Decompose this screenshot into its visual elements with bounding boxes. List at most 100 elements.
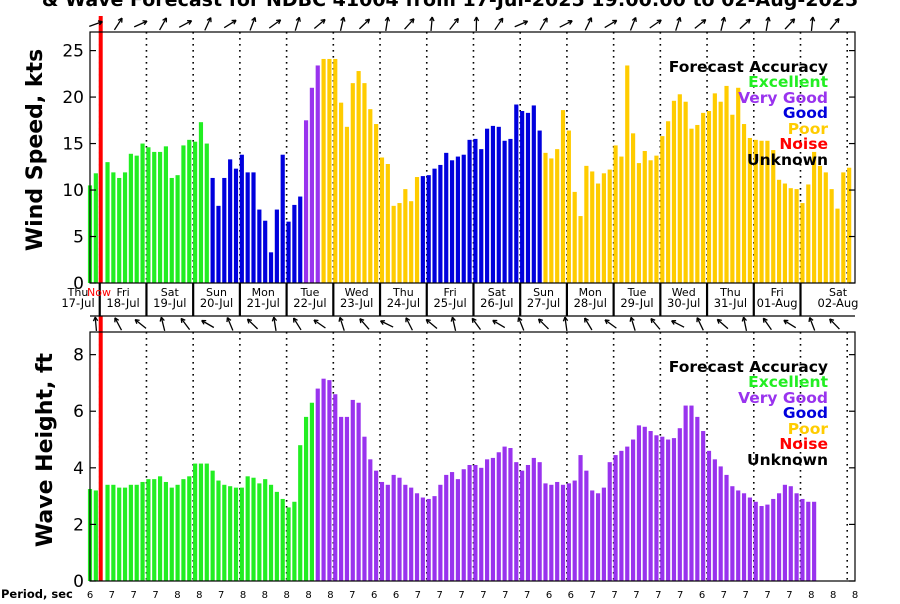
data-bar bbox=[795, 189, 799, 283]
data-bar bbox=[216, 481, 220, 581]
direction-arrow bbox=[721, 17, 726, 31]
period-value: 7 bbox=[764, 590, 770, 600]
data-bar bbox=[783, 184, 787, 283]
data-bar bbox=[485, 129, 489, 283]
data-bar bbox=[695, 417, 699, 581]
period-value: 7 bbox=[415, 590, 421, 600]
data-bar bbox=[789, 486, 793, 581]
data-bar bbox=[158, 152, 162, 283]
date-label: 18-Jul bbox=[106, 296, 139, 310]
data-bar bbox=[590, 171, 594, 283]
data-bar bbox=[561, 485, 565, 581]
data-bar bbox=[467, 465, 471, 581]
data-bar bbox=[123, 488, 127, 581]
data-bar bbox=[602, 173, 606, 283]
wind-y-axis-label: Wind Speed, kts bbox=[23, 49, 48, 251]
data-bar bbox=[403, 485, 407, 581]
data-bar bbox=[269, 485, 273, 581]
date-label: 30-Jul bbox=[667, 296, 700, 310]
data-bar bbox=[170, 178, 174, 283]
data-bar bbox=[584, 166, 588, 283]
data-bar bbox=[357, 71, 361, 283]
data-bar bbox=[812, 152, 816, 283]
data-bar bbox=[257, 483, 261, 581]
data-bar bbox=[847, 168, 851, 283]
direction-arrow bbox=[585, 318, 592, 330]
y-tick-label: 20 bbox=[62, 88, 84, 108]
data-bar bbox=[450, 472, 454, 581]
data-bar bbox=[643, 151, 647, 283]
direction-arrow bbox=[784, 320, 796, 327]
data-bar bbox=[333, 59, 337, 283]
data-bar bbox=[94, 490, 98, 581]
data-bar bbox=[619, 451, 623, 581]
data-bar bbox=[684, 102, 688, 283]
data-bar bbox=[462, 155, 466, 283]
data-bar bbox=[631, 440, 635, 581]
data-bar bbox=[187, 140, 191, 283]
data-bar bbox=[263, 221, 267, 283]
data-bar bbox=[380, 482, 384, 581]
direction-arrow bbox=[205, 18, 211, 31]
data-bar bbox=[409, 201, 413, 283]
direction-arrow bbox=[742, 317, 746, 331]
period-label: Period, sec bbox=[1, 587, 73, 600]
direction-arrow bbox=[785, 19, 795, 29]
data-bar bbox=[526, 113, 530, 283]
period-value: 6 bbox=[393, 590, 399, 600]
data-bar bbox=[584, 471, 588, 581]
data-bar bbox=[742, 493, 746, 581]
data-bar bbox=[719, 102, 723, 283]
data-bar bbox=[666, 121, 670, 283]
data-bar bbox=[240, 488, 244, 581]
data-bar bbox=[754, 502, 758, 581]
data-bar bbox=[514, 462, 518, 581]
period-value: 7 bbox=[131, 590, 137, 600]
data-bar bbox=[637, 163, 641, 283]
data-bar bbox=[806, 502, 810, 581]
direction-arrow bbox=[160, 18, 167, 30]
date-label: 28-Jul bbox=[574, 296, 607, 310]
period-value: 7 bbox=[109, 590, 115, 600]
data-bar bbox=[421, 498, 425, 581]
data-bar bbox=[689, 129, 693, 283]
data-bar bbox=[251, 172, 255, 283]
data-bar bbox=[292, 205, 296, 283]
direction-arrow bbox=[810, 17, 814, 31]
data-bar bbox=[205, 144, 209, 283]
data-bar bbox=[748, 498, 752, 581]
data-bar bbox=[549, 485, 553, 581]
data-bar bbox=[368, 109, 372, 283]
date-label: 23-Jul bbox=[340, 296, 373, 310]
period-value: 6 bbox=[699, 590, 705, 600]
data-bar bbox=[105, 485, 109, 581]
data-bar bbox=[520, 111, 524, 283]
data-bar bbox=[830, 189, 834, 283]
data-bar bbox=[689, 406, 693, 581]
data-bar bbox=[824, 172, 828, 283]
data-bar bbox=[129, 154, 133, 283]
data-bar bbox=[275, 492, 279, 581]
data-bar bbox=[508, 139, 512, 283]
direction-arrow bbox=[179, 21, 191, 28]
data-bar bbox=[608, 462, 612, 581]
period-value: 6 bbox=[568, 590, 574, 600]
y-tick-label: 5 bbox=[73, 228, 84, 248]
period-value: 7 bbox=[458, 590, 464, 600]
data-bar bbox=[397, 478, 401, 581]
data-bar bbox=[713, 459, 717, 581]
direction-arrow bbox=[93, 317, 97, 331]
data-bar bbox=[362, 437, 366, 581]
data-bar bbox=[257, 210, 261, 283]
data-bar bbox=[649, 431, 653, 581]
data-bar bbox=[234, 169, 238, 283]
direction-arrow bbox=[630, 317, 635, 330]
data-bar bbox=[269, 252, 273, 283]
data-bar bbox=[497, 127, 501, 283]
period-value: 7 bbox=[502, 590, 508, 600]
data-bar bbox=[561, 110, 565, 283]
date-label: 25-Jul bbox=[433, 296, 466, 310]
data-bar bbox=[158, 476, 162, 581]
direction-arrow bbox=[451, 317, 455, 331]
data-bar bbox=[573, 481, 577, 581]
